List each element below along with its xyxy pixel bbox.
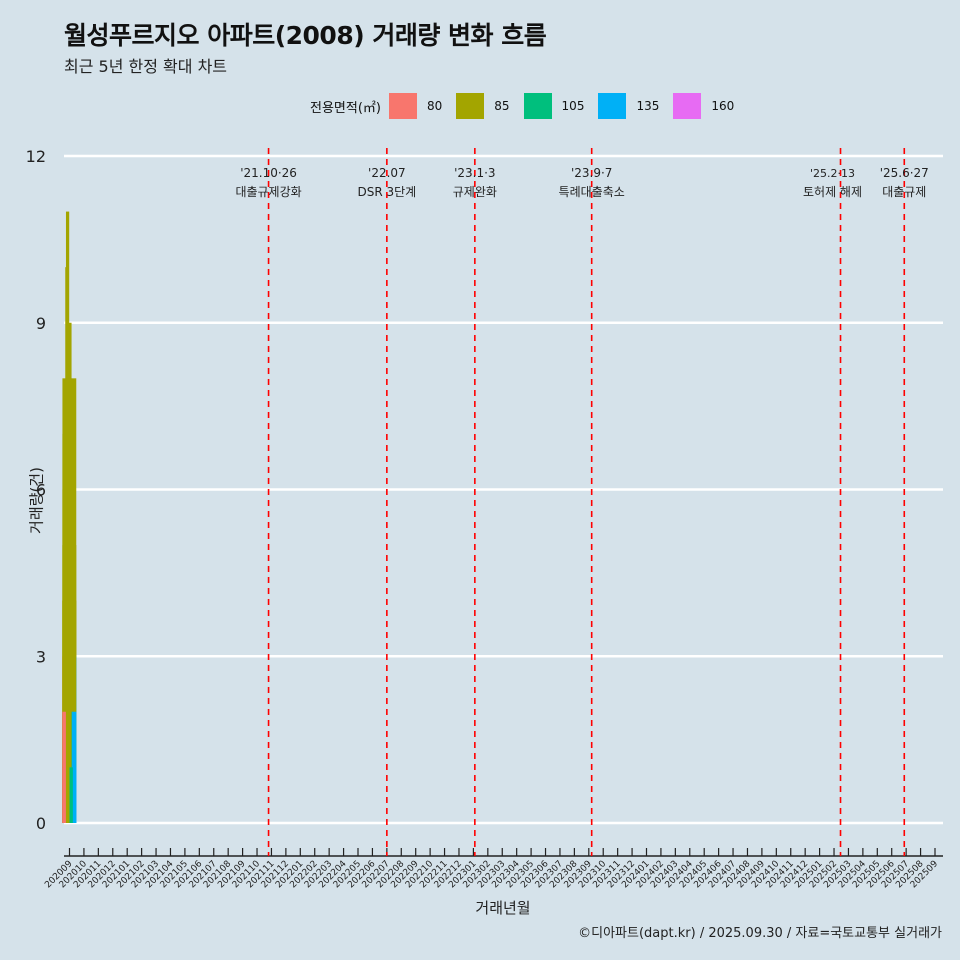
legend-key-85 — [456, 93, 485, 119]
bar-105-202509 — [69, 767, 73, 823]
y-tick-label: 3 — [36, 647, 46, 666]
event-date-label: '23.1·3 — [454, 166, 495, 180]
event-date-label: '21.10·26 — [240, 166, 297, 180]
bar-85-202507 — [67, 656, 72, 823]
legend-label-160: 160 — [711, 99, 735, 113]
event-text-label: DSR 3단계 — [357, 185, 416, 199]
bar-85-202509 — [65, 600, 70, 823]
bar-135-202507 — [71, 711, 77, 823]
source-caption: ©디아파트(dapt.kr) / 2025.09.30 / 자료=국토교통부 실… — [578, 926, 942, 941]
legend: 전용면적(㎡) 80 85 105 135 160 — [310, 93, 748, 119]
event-date-label: '25.2·13 — [810, 167, 855, 180]
bar-80-202507 — [62, 711, 67, 823]
y-axis-label: 거래량(건) — [27, 467, 46, 534]
chart-subtitle: 최근 5년 한정 확대 차트 — [64, 57, 228, 76]
event-text-label: 대출규제강화 — [235, 185, 301, 199]
legend-key-80 — [388, 93, 417, 119]
legend-label-85: 85 — [494, 99, 510, 113]
event-date-label: '22.07 — [368, 166, 406, 180]
y-tick-label: 6 — [36, 481, 46, 500]
x-axis-label: 거래년월 — [475, 899, 531, 917]
legend-key-105 — [523, 93, 552, 119]
legend-key-160 — [673, 93, 702, 119]
y-tick-label: 0 — [36, 814, 46, 833]
event-date-label: '25.6·27 — [880, 166, 929, 180]
event-text-label: 대출규제 — [882, 185, 926, 199]
legend-label-135: 135 — [636, 99, 660, 113]
legend-key-135 — [598, 93, 627, 119]
y-tick-label: 9 — [36, 314, 46, 333]
chart-title: 월성푸르지오 아파트(2008) 거래량 변화 흐름 — [64, 21, 547, 50]
event-text-label: 토허제 해제 — [803, 185, 862, 199]
event-date-label: '23.9·7 — [571, 166, 612, 180]
legend-title: 전용면적(㎡) — [310, 100, 381, 116]
legend-label-80: 80 — [426, 99, 443, 113]
event-text-label: 규제완화 — [453, 185, 497, 199]
legend-label-105: 105 — [561, 99, 585, 113]
event-text-label: 특례대출축소 — [559, 185, 625, 199]
y-tick-label: 12 — [26, 147, 46, 166]
bar-135-202509 — [73, 767, 77, 823]
bar-80-202509 — [62, 767, 66, 823]
